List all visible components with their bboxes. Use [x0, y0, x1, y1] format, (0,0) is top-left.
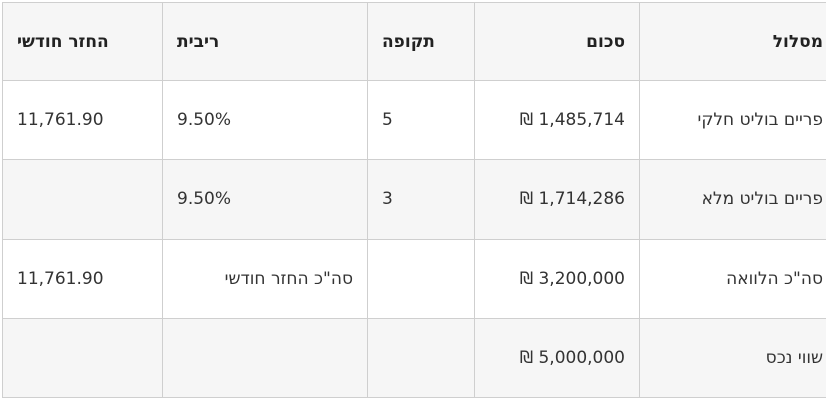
table-header-row: מסלול סכום תקופה ריבית החזר חודשי — [2, 2, 826, 81]
cell-rate: סה"כ החזר חודשי — [162, 238, 368, 319]
cell-monthly-payment: 11,761.90 — [2, 79, 163, 161]
cell-amount: ₪ 1,714,286 — [474, 159, 640, 240]
cell-route: פריים בוליט חלקי — [639, 79, 826, 161]
cell-rate: 9.50% — [162, 159, 368, 240]
table-row: פריים בוליט חלקי ₪ 1,485,714 5 9.50% 11,… — [2, 79, 826, 161]
table-row: פריים בוליט מלא ₪ 1,714,286 3 9.50% — [2, 159, 826, 240]
amount-value: ₪ 3,200,000 — [519, 268, 625, 289]
cell-period: 3 — [367, 159, 475, 240]
cell-route: סה"כ הלוואה — [639, 238, 826, 319]
cell-route: פריים בוליט מלא — [639, 159, 826, 240]
amount-value: ₪ 1,485,714 — [519, 110, 625, 131]
amount-value: ₪ 5,000,000 — [519, 347, 625, 368]
cell-period — [367, 238, 475, 319]
table-row: שווי נכס ₪ 5,000,000 — [2, 317, 826, 399]
cell-monthly-payment — [2, 317, 163, 399]
header-route: מסלול — [639, 2, 826, 81]
cell-period: 5 — [367, 79, 475, 161]
amount-value: ₪ 1,714,286 — [519, 189, 625, 210]
header-period: תקופה — [367, 2, 475, 81]
cell-rate: 9.50% — [162, 79, 368, 161]
cell-period — [367, 317, 475, 399]
cell-amount: ₪ 1,485,714 — [474, 79, 640, 161]
header-monthly-payment: החזר חודשי — [2, 2, 163, 81]
cell-rate — [162, 317, 368, 399]
cell-amount: ₪ 3,200,000 — [474, 238, 640, 319]
header-amount: סכום — [474, 2, 640, 81]
cell-monthly-payment: 11,761.90 — [2, 238, 163, 319]
cell-monthly-payment — [2, 159, 163, 240]
table-row: סה"כ הלוואה ₪ 3,200,000 סה"כ החזר חודשי … — [2, 238, 826, 319]
cell-route: שווי נכס — [639, 317, 826, 399]
cell-amount: ₪ 5,000,000 — [474, 317, 640, 399]
header-rate: ריבית — [162, 2, 368, 81]
